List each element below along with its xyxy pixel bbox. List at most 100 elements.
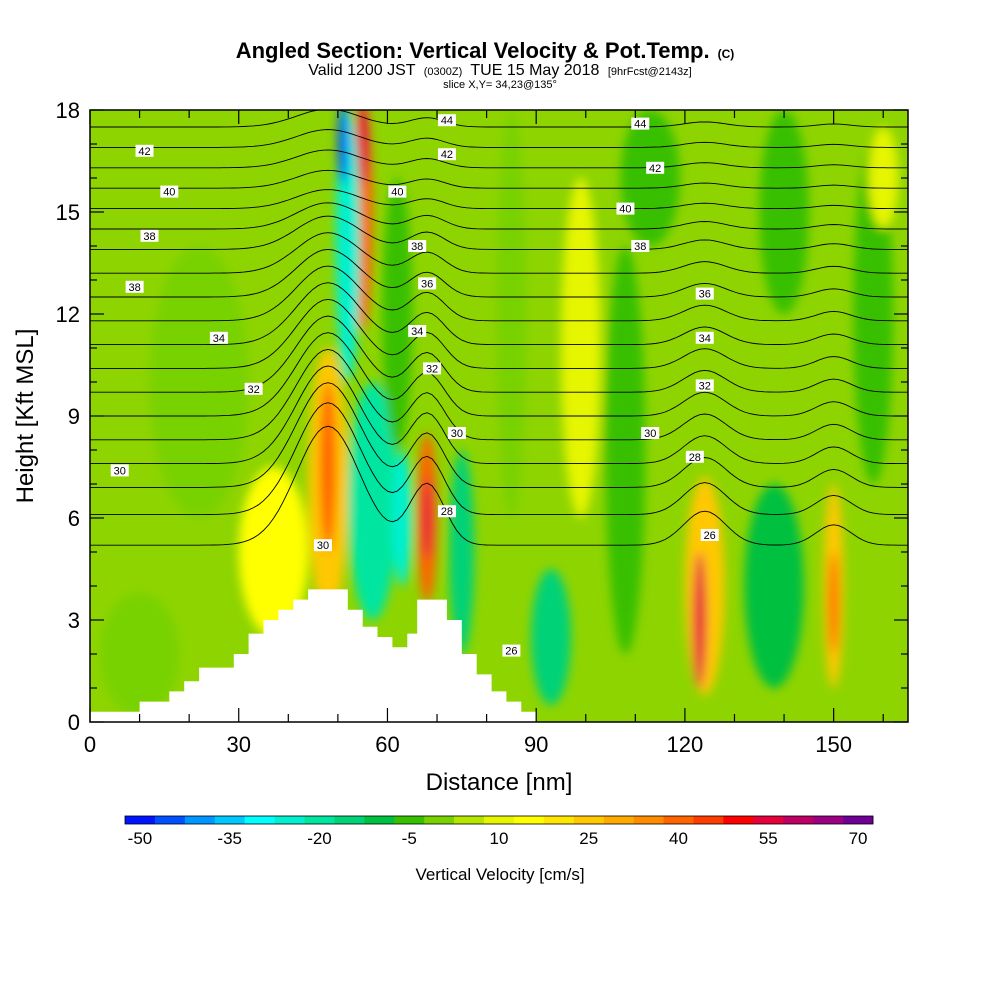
colorbar-swatch	[304, 816, 335, 824]
terrain	[90, 589, 537, 722]
velocity-cell-8	[337, 110, 348, 185]
velocity-cell-23	[496, 110, 527, 518]
colorbar-swatch	[424, 816, 455, 824]
velocity-cell-6	[422, 477, 432, 559]
contour-label-24: 28	[437, 505, 456, 518]
chart-slice-label: slice X,Y= 34,23@135°	[443, 79, 557, 91]
svg-text:36: 36	[421, 278, 433, 290]
contour-label-20: 30	[110, 464, 129, 477]
contour-label-16: 34	[695, 331, 714, 345]
svg-text:26: 26	[505, 646, 517, 658]
theta-contour-42	[90, 149, 908, 169]
contour-label-0: 44	[437, 114, 456, 127]
colorbar-label: Vertical Velocity [cm/s]	[415, 865, 584, 884]
y-tick-label: 15	[56, 200, 80, 225]
colorbar: -50 -35 -20 -5 10 25 40 55 70	[124, 815, 874, 848]
x-axis-label: Distance [nm]	[426, 769, 573, 796]
velocity-cell-11	[449, 450, 475, 654]
velocity-shading	[90, 110, 908, 722]
velocity-cell-20	[620, 110, 680, 246]
svg-text:36: 36	[699, 289, 711, 301]
theta-contour-44	[90, 110, 908, 128]
colorbar-swatch	[603, 816, 634, 824]
colorbar-swatch	[663, 816, 694, 824]
svg-text:30: 30	[317, 540, 329, 552]
theta-contour-35	[90, 265, 908, 322]
colorbar-frame	[124, 815, 874, 825]
theta-contour-31	[90, 332, 908, 417]
contour-label-7: 40	[616, 202, 635, 216]
velocity-cell-4	[356, 110, 369, 185]
svg-text:38: 38	[143, 231, 155, 243]
velocity-cell-10	[392, 450, 413, 586]
svg-text:30: 30	[644, 428, 656, 440]
svg-text:32: 32	[247, 384, 259, 396]
theta-contour-28	[90, 382, 908, 488]
contour-label-8: 38	[140, 229, 159, 243]
colorbar-tick-label: 55	[759, 829, 778, 848]
colorbar-swatch	[753, 816, 784, 824]
svg-text:32: 32	[699, 380, 711, 392]
x-axis: 0 30 60 90 120 150	[84, 110, 884, 757]
colorbar-tick-label: -35	[217, 829, 242, 848]
y-axis-label: Height [Kft MSL]	[12, 329, 39, 504]
theta-contour-27	[90, 402, 908, 516]
contour-label-13: 36	[695, 287, 714, 301]
colorbar-swatch	[484, 816, 515, 824]
contour-labels: 44 44 42 42 42 40 40 40 38 38 38 38 36 36 34 34 34 32 32 32…	[110, 114, 719, 658]
x-tick-label: 120	[667, 732, 704, 757]
svg-text:34: 34	[411, 326, 423, 338]
theta-contour-36	[90, 248, 908, 298]
shading-features	[99, 110, 899, 716]
y-tick-label: 3	[68, 608, 80, 633]
colorbar-swatch	[125, 816, 156, 824]
contour-label-18: 32	[423, 362, 442, 375]
theta-contour-40	[90, 189, 908, 210]
contour-label-23: 30	[314, 539, 333, 552]
svg-text:42: 42	[441, 149, 453, 161]
theta-contour-34	[90, 282, 908, 346]
svg-text:30: 30	[114, 465, 126, 477]
x-tick-label: 0	[84, 732, 96, 757]
svg-text:40: 40	[391, 187, 403, 199]
contour-label-17: 32	[244, 382, 263, 396]
contour-label-11: 38	[125, 280, 144, 294]
contour-label-19: 32	[695, 379, 714, 392]
theta-contour-37	[90, 232, 908, 274]
svg-text:38: 38	[411, 241, 423, 253]
chart-title: Angled Section: Vertical Velocity & Pot.…	[236, 38, 735, 63]
theta-contour-26	[90, 425, 908, 546]
velocity-cell-2	[238, 467, 309, 637]
y-tick-label: 6	[68, 506, 80, 531]
colorbar-swatch	[513, 816, 545, 824]
chart-subtitle: Valid 1200 JST (0300Z) TUE 15 May 2018 […	[308, 62, 692, 79]
svg-text:34: 34	[699, 333, 711, 345]
colorbar-swatch	[723, 816, 754, 824]
colorbar-swatch	[454, 816, 485, 824]
x-tick-label: 90	[524, 732, 548, 757]
x-tick-label: 30	[226, 732, 250, 757]
contour-label-2: 42	[135, 144, 154, 158]
x-tick-label: 150	[815, 732, 852, 757]
velocity-cell-21	[759, 110, 809, 314]
y-tick-label: 12	[56, 302, 80, 327]
svg-text:38: 38	[634, 241, 646, 253]
svg-text:40: 40	[619, 204, 631, 216]
svg-text:26: 26	[704, 530, 716, 542]
theta-contour-33	[90, 298, 908, 369]
theta-contour-29	[90, 365, 908, 465]
colorbar-swatch	[184, 816, 216, 824]
svg-text:42: 42	[649, 163, 661, 175]
colorbar-swatch	[783, 816, 814, 824]
theta-contour-38	[90, 215, 908, 250]
theta-contour-39	[90, 202, 908, 230]
colorbar-tick-label: -20	[307, 829, 332, 848]
theta-contour-43	[90, 129, 908, 148]
contour-label-3: 42	[437, 148, 456, 161]
plot-area: 44 44 42 42 42 40 40 40 38 38 38 38 36 36 34 34 34 32 32 32…	[89, 109, 909, 723]
contour-label-22: 30	[641, 427, 660, 440]
svg-text:44: 44	[634, 119, 646, 131]
contour-label-14: 34	[209, 331, 228, 345]
colorbar-tick-label: 10	[490, 829, 509, 848]
